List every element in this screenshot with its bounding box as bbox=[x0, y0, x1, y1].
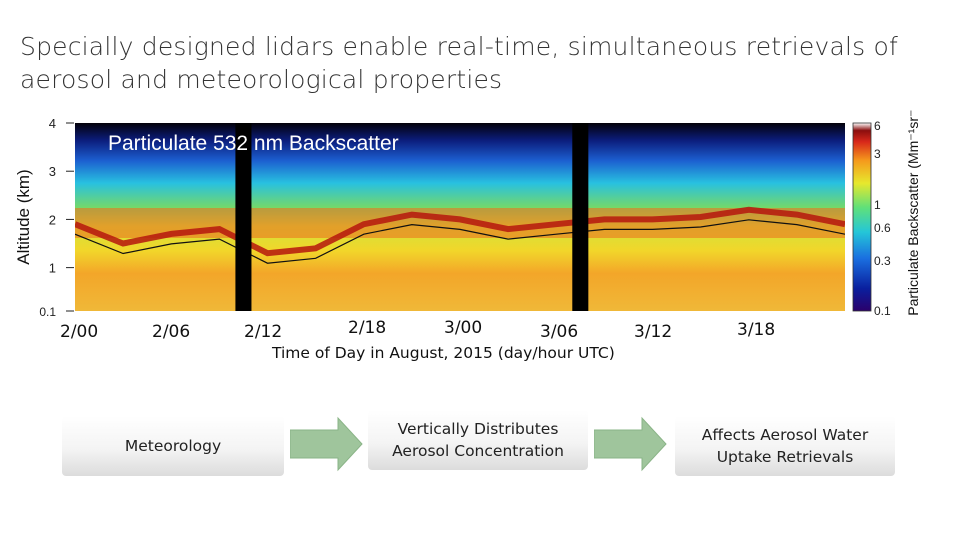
y-axis-ticks: 0.1 1 2 3 4 bbox=[39, 116, 74, 319]
colorbar bbox=[852, 122, 872, 312]
colorbar-tick-label: 0.6 bbox=[874, 221, 891, 235]
x-tick-label: 3/18 bbox=[737, 320, 776, 340]
mixed-layer-outline bbox=[75, 219, 845, 264]
colorbar-tick-label: 6 bbox=[874, 119, 881, 133]
colorbar-tick-label: 1 bbox=[874, 198, 881, 212]
flow-label-water-uptake: Affects Aerosol Water Uptake Retrievals bbox=[701, 426, 869, 466]
x-tick-label: 3/00 bbox=[444, 318, 483, 338]
mixed-layer-line bbox=[75, 206, 845, 257]
colorbar-tick-label: 0.3 bbox=[874, 254, 891, 268]
x-tick-label: 2/06 bbox=[152, 322, 191, 342]
x-tick-label: 3/12 bbox=[634, 322, 673, 342]
x-tick-label: 2/00 bbox=[60, 322, 99, 342]
y-tick-label: 0.1 bbox=[39, 305, 56, 319]
x-tick-label: 2/12 bbox=[244, 322, 283, 342]
y-tick-label: 4 bbox=[49, 116, 56, 131]
flow-label-meteorology: Meteorology bbox=[124, 437, 222, 455]
colorbar-tick-label: 0.1 bbox=[874, 304, 891, 318]
chart-title: Particulate 532 nm Backscatter bbox=[108, 132, 399, 155]
colorbar-tick-label: 3 bbox=[874, 147, 881, 161]
flow-arrow-2 bbox=[594, 416, 667, 472]
colorbar-ticks: 6 3 1 0.6 0.3 0.1 bbox=[874, 119, 891, 318]
flow-box-aerosol-concentration: Vertically Distributes Aerosol Concentra… bbox=[368, 410, 588, 470]
no-data-gap bbox=[572, 123, 589, 311]
flow-arrow-1 bbox=[290, 416, 363, 472]
y-tick-label: 3 bbox=[49, 164, 56, 179]
no-data-gap bbox=[235, 123, 252, 311]
x-axis-label: Time of Day in August, 2015 (day/hour UT… bbox=[272, 344, 615, 362]
slide-title: Specially designed lidars enable real-ti… bbox=[20, 32, 899, 94]
y-axis-label: Altitude (km) bbox=[14, 169, 33, 264]
backscatter-chart: Particulate 532 nm Backscatter Altitude … bbox=[14, 110, 921, 319]
x-tick-label: 3/06 bbox=[540, 322, 579, 342]
y-tick-label: 2 bbox=[49, 212, 56, 227]
heatmap-field bbox=[75, 123, 845, 311]
flow-label-aerosol-concentration: Vertically Distributes Aerosol Concentra… bbox=[392, 420, 564, 460]
flow-box-water-uptake: Affects Aerosol Water Uptake Retrievals bbox=[675, 416, 895, 476]
colorbar-label: Particulate Backscatter (Mm⁻¹sr⁻¹) bbox=[905, 110, 921, 316]
flow-box-meteorology: Meteorology bbox=[62, 416, 284, 476]
x-tick-label: 2/18 bbox=[348, 318, 387, 338]
y-tick-label: 1 bbox=[49, 261, 56, 276]
